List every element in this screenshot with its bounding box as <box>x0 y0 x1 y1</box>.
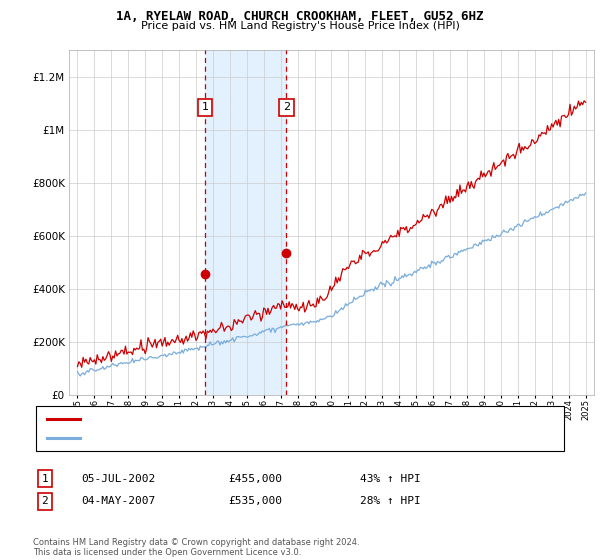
Text: 2: 2 <box>41 496 49 506</box>
Text: Contains HM Land Registry data © Crown copyright and database right 2024.
This d: Contains HM Land Registry data © Crown c… <box>33 538 359 557</box>
Text: 28% ↑ HPI: 28% ↑ HPI <box>360 496 421 506</box>
Text: HPI: Average price, detached house, Hart: HPI: Average price, detached house, Hart <box>87 433 289 444</box>
Text: £535,000: £535,000 <box>228 496 282 506</box>
Bar <box>205 50 286 395</box>
Text: 1A, RYELAW ROAD, CHURCH CROOKHAM, FLEET, GU52 6HZ (detached house): 1A, RYELAW ROAD, CHURCH CROOKHAM, FLEET,… <box>87 413 467 423</box>
Text: £455,000: £455,000 <box>228 474 282 484</box>
Text: 1: 1 <box>202 102 209 112</box>
Text: 1: 1 <box>41 474 49 484</box>
Text: 04-MAY-2007: 04-MAY-2007 <box>81 496 155 506</box>
Text: 05-JUL-2002: 05-JUL-2002 <box>81 474 155 484</box>
Text: Price paid vs. HM Land Registry's House Price Index (HPI): Price paid vs. HM Land Registry's House … <box>140 21 460 31</box>
Text: 43% ↑ HPI: 43% ↑ HPI <box>360 474 421 484</box>
Text: 1A, RYELAW ROAD, CHURCH CROOKHAM, FLEET, GU52 6HZ: 1A, RYELAW ROAD, CHURCH CROOKHAM, FLEET,… <box>116 10 484 23</box>
Text: 2: 2 <box>283 102 290 112</box>
